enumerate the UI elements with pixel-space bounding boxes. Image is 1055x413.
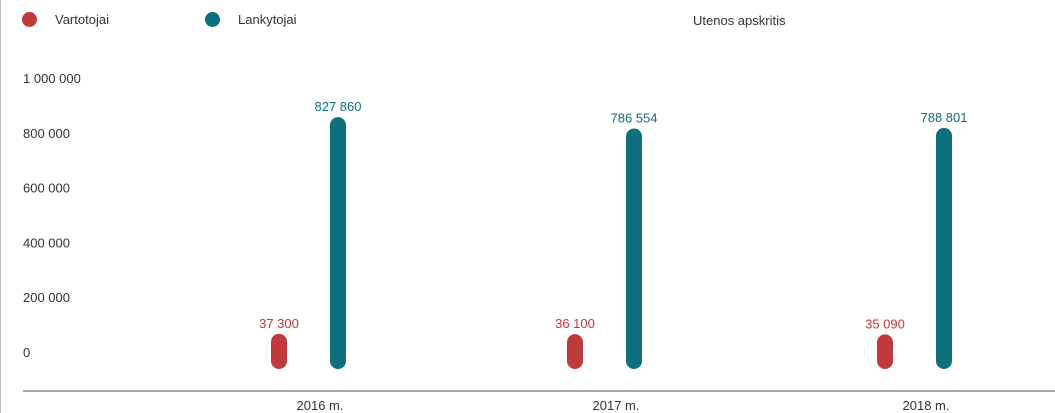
chart-title: Utenos apskritis: [693, 13, 786, 28]
x-tick-label: 2016 m.: [297, 398, 344, 413]
bar: [330, 117, 346, 370]
data-label: 35 090: [865, 316, 905, 331]
left-border: [0, 0, 1, 413]
legend-item-vartotojai[interactable]: Vartotojai: [22, 12, 109, 27]
x-tick-label: 2018 m.: [903, 398, 950, 413]
data-label: 37 300: [259, 316, 299, 331]
data-label: 788 801: [921, 110, 968, 125]
legend-marker-vartotojai-icon: [22, 12, 37, 27]
bar: [567, 334, 583, 369]
data-label: 36 100: [555, 316, 595, 331]
y-tick-label: 400 000: [23, 235, 70, 250]
x-tick-label: 2017 m.: [593, 398, 640, 413]
legend-label-vartotojai: Vartotojai: [55, 12, 109, 27]
y-tick-label: 0: [23, 345, 30, 360]
y-tick-label: 600 000: [23, 181, 70, 196]
bar: [877, 334, 893, 369]
data-label: 827 860: [315, 99, 362, 114]
legend-item-lankytojai[interactable]: Lankytojai: [205, 12, 297, 27]
bar: [271, 333, 287, 369]
legend-label-lankytojai: Lankytojai: [238, 12, 297, 27]
bar: [936, 127, 952, 369]
y-tick-label: 200 000: [23, 290, 70, 305]
y-tick-label: 1 000 000: [23, 71, 81, 86]
legend-marker-lankytojai-icon: [205, 12, 220, 27]
data-label: 786 554: [611, 110, 658, 125]
bar: [626, 128, 642, 369]
y-tick-label: 800 000: [23, 126, 70, 141]
